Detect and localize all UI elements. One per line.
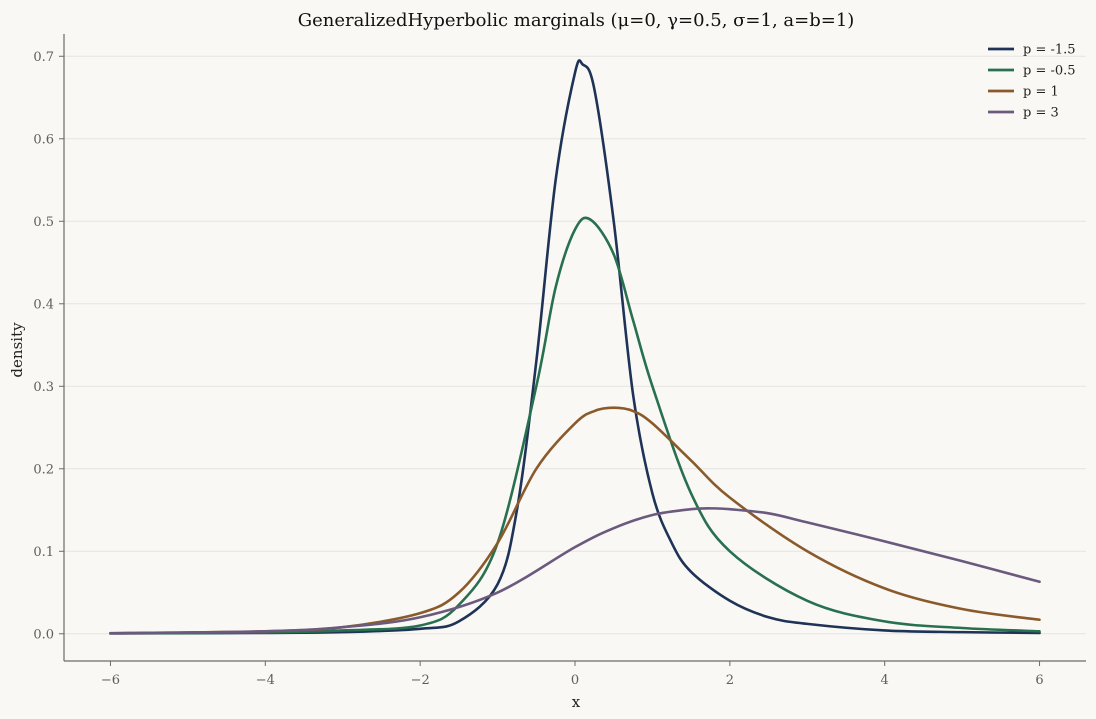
x-tick-label: 0 (571, 673, 579, 688)
legend-label: p = -1.5 (1023, 43, 1076, 58)
series-line-4 (109, 507, 1041, 635)
grid-lines (64, 55, 1086, 635)
legend-label: p = 3 (1023, 106, 1059, 121)
y-tick-label: 0.3 (33, 380, 54, 395)
y-axis-label: density (8, 322, 26, 378)
axes (59, 34, 1086, 666)
x-tick-label: 4 (881, 673, 889, 688)
legend-label: p = 1 (1023, 85, 1059, 100)
tick-labels: 0.0 0.1 0.2 0.3 0.4 0.5 0.6 0.7 −6 −4 −2 0 2 4 6 (33, 50, 1043, 688)
y-tick-label: 0.1 (33, 545, 54, 560)
x-tick-label: −4 (256, 673, 275, 688)
legend: p = -1.5 p = -0.5 p = 1 p = 3 (988, 43, 1076, 121)
chart-title: GeneralizedHyperbolic marginals (μ=0, γ=… (298, 10, 855, 31)
y-tick-label: 0.6 (33, 132, 54, 147)
y-tick-label: 0.4 (33, 297, 54, 312)
x-tick-label: 2 (726, 673, 734, 688)
y-tick-label: 0.0 (33, 627, 54, 642)
series-line-2 (109, 216, 1041, 635)
series-lines (109, 59, 1041, 635)
x-tick-label: −6 (101, 673, 120, 688)
series-line-1 (109, 59, 1041, 635)
x-tick-label: −2 (411, 673, 430, 688)
y-tick-label: 0.2 (33, 462, 54, 477)
y-tick-label: 0.5 (33, 215, 54, 230)
legend-label: p = -0.5 (1023, 64, 1076, 79)
y-tick-label: 0.7 (33, 50, 54, 65)
x-tick-label: 6 (1035, 673, 1043, 688)
series-line-3 (109, 406, 1041, 635)
x-axis-label: x (572, 693, 581, 711)
